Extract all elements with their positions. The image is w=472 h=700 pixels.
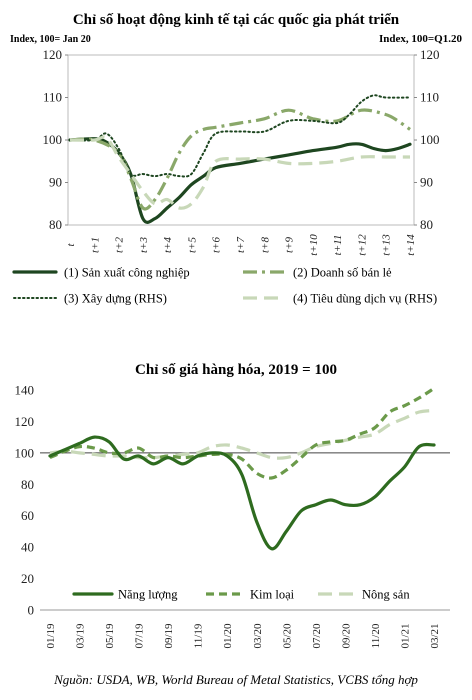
chart1-left-tick-label: 100	[43, 132, 63, 147]
chart2-y-tick-label: 60	[21, 508, 34, 523]
chart2-title: Chỉ số giá hàng hóa, 2019 = 100	[135, 362, 337, 378]
chart2-line-series-2	[49, 387, 435, 480]
chart2-x-tick-label: 03/20	[252, 623, 264, 649]
chart1-legend-label: (3) Xây dựng (RHS)	[64, 292, 167, 306]
chart1-x-tick-label: t+14	[405, 234, 417, 256]
chart2-y-tick-label: 140	[15, 383, 35, 398]
chart1-x-tick-label: t+6	[211, 237, 223, 253]
chart1-x-tick-label: t+8	[259, 237, 271, 253]
chart1-left-ticks: 80 90 100 110 120	[43, 47, 68, 232]
chart2-x-tick-label: 01/21	[399, 623, 411, 648]
chart2-x-tick-label: 09/19	[163, 623, 175, 649]
chart2-y-tick-label: 100	[15, 445, 35, 460]
chart2-line-series-3	[49, 408, 435, 460]
chart-commodity-prices: Chỉ số giá hàng hóa, 2019 = 100 0 20 40 60 8…	[15, 362, 450, 649]
chart1-right-tick-label: 100	[420, 132, 440, 147]
chart2-y-tick-label: 40	[21, 540, 34, 555]
chart1-right-tick-label: 120	[420, 47, 440, 62]
chart2-x-tick-label: 11/19	[193, 623, 205, 648]
chart1-x-tick-label: t+5	[186, 237, 198, 253]
chart2-x-tick-label: 07/20	[311, 623, 323, 649]
chart2-x-tick-label: 03/21	[429, 623, 441, 648]
chart1-x-tick-label: t+10	[308, 234, 320, 256]
chart2-legend: Năng lượng Kim loại Nông sản	[68, 583, 420, 605]
chart1-x-tick-label: t+1	[89, 237, 101, 253]
chart2-x-tick-label: 05/19	[104, 623, 116, 649]
chart1-left-axis-label-text: Index, 100= Jan 20	[10, 34, 91, 45]
chart1-x-tick-label: t+12	[356, 234, 368, 256]
chart2-x-tick-label: 01/19	[45, 623, 57, 649]
chart2-y-tick-label: 80	[21, 477, 34, 492]
chart2-legend-label: Kim loại	[250, 588, 295, 602]
chart1-right-ticks: 80 90 100 110 120	[414, 47, 440, 232]
chart1-line-series-1	[68, 137, 412, 224]
chart1-legend-label: (1) Sản xuất công nghiệp	[64, 266, 190, 280]
chart1-left-tick-label: 110	[43, 90, 62, 105]
chart2-x-tick-label: 11/20	[370, 623, 382, 648]
chart1-right-tick-label: 90	[420, 175, 433, 190]
source-note: Nguồn: USDA, WB, World Bureau of Metal S…	[53, 672, 418, 687]
chart1-legend: (1) Sản xuất công nghiệp (2) Doanh số bán…	[12, 266, 437, 306]
chart1-line-series-4	[69, 135, 410, 210]
chart1-right-axis-label: Index, 100=Q1.20	[379, 33, 462, 45]
chart2-x-tick-label: 07/19	[134, 623, 146, 649]
chart1-x-ticks: t t+1 t+2 t+3 t+4 t+5 t+6 t+7 t+8 t+9 t+10 t+11 t+12…	[65, 234, 417, 256]
chart1-left-axis-label: Index, 100= Jan 20	[10, 34, 91, 45]
chart1-x-tick-label: t+11	[332, 235, 344, 256]
chart1-x-tick-label: t+9	[284, 237, 296, 253]
chart2-line-series-1	[48, 435, 436, 551]
chart2-x-tick-label: 01/20	[222, 623, 234, 649]
chart2-legend-label: Năng lượng	[118, 588, 178, 602]
chart1-right-tick-label: 110	[420, 90, 439, 105]
chart1-line-series-3	[69, 94, 411, 178]
chart2-x-tick-label: 09/20	[340, 623, 352, 649]
chart1-left-tick-label: 120	[43, 47, 63, 62]
chart1-title: Chỉ số hoạt động kinh tế tại các quốc gi…	[73, 12, 400, 28]
chart2-x-ticks: 01/19 03/19 05/19 07/19 09/19 11/19 01/20 03/20…	[45, 623, 441, 649]
chart2-legend-background	[68, 583, 420, 605]
chart1-legend-label: (4) Tiêu dùng dịch vụ (RHS)	[293, 292, 437, 306]
chart1-x-tick-label: t+13	[381, 234, 393, 256]
chart2-x-tick-label: 03/19	[75, 623, 87, 649]
chart2-x-tick-label: 05/20	[281, 623, 293, 649]
chart1-right-tick-label: 80	[420, 217, 433, 232]
chart1-x-tick-label: t+4	[162, 237, 174, 253]
chart-economic-activity: Chỉ số hoạt động kinh tế tại các quốc gi…	[10, 12, 462, 306]
chart2-series	[48, 387, 436, 551]
chart2-y-tick-label: 120	[15, 414, 35, 429]
chart1-left-tick-label: 90	[49, 175, 62, 190]
chart1-plot-frame	[67, 54, 415, 226]
chart2-y-tick-label: 20	[21, 571, 34, 586]
chart2-y-ticks: 0 20 40 60 80 100 120 140	[15, 383, 35, 618]
chart1-x-tick-label: t	[65, 243, 77, 247]
chart1-x-tick-label: t+7	[235, 237, 247, 253]
chart1-series	[68, 94, 412, 224]
chart2-legend-label: Nông sản	[362, 588, 410, 602]
chart1-x-tick-label: t+2	[114, 237, 126, 253]
chart1-legend-label: (2) Doanh số bán lẻ	[293, 266, 392, 280]
chart2-y-tick-label: 0	[28, 603, 35, 618]
chart1-left-tick-label: 80	[49, 217, 62, 232]
chart1-line-series-2	[69, 108, 411, 211]
chart1-x-tick-label: t+3	[138, 237, 150, 253]
